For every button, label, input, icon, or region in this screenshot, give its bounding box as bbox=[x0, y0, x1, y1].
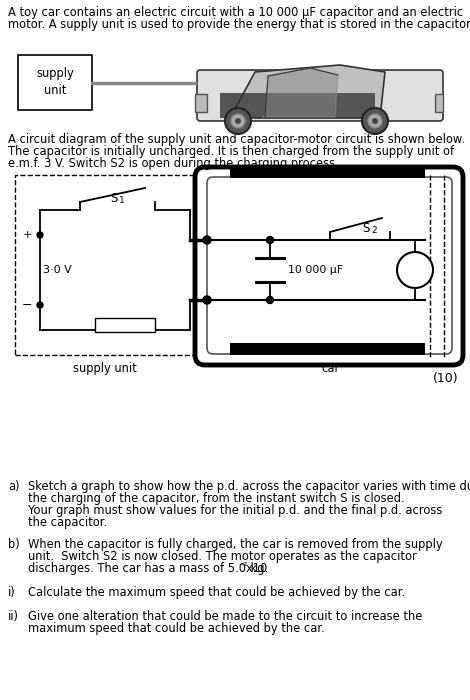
Bar bbox=[18, 55, 92, 110]
Text: a): a) bbox=[8, 480, 20, 493]
Text: 1: 1 bbox=[119, 196, 125, 205]
Text: discharges. The car has a mass of 5.0x10: discharges. The car has a mass of 5.0x10 bbox=[28, 562, 267, 575]
Text: Give one alteration that could be made to the circuit to increase the: Give one alteration that could be made t… bbox=[28, 610, 423, 623]
Circle shape bbox=[203, 296, 211, 304]
Text: unit.  Switch S2 is now closed. The motor operates as the capacitor: unit. Switch S2 is now closed. The motor… bbox=[28, 550, 417, 563]
Circle shape bbox=[368, 114, 382, 128]
Text: (10): (10) bbox=[432, 372, 458, 385]
Circle shape bbox=[235, 118, 241, 124]
Text: 2: 2 bbox=[371, 226, 376, 235]
Text: S: S bbox=[110, 192, 118, 205]
Text: S: S bbox=[362, 222, 369, 235]
Text: motor. A supply unit is used to provide the energy that is stored in the capacit: motor. A supply unit is used to provide … bbox=[8, 18, 470, 31]
Circle shape bbox=[362, 108, 388, 134]
Text: the capacitor.: the capacitor. bbox=[28, 516, 107, 529]
Text: e.m.f. 3 V. Switch S2 is open during the charging process.: e.m.f. 3 V. Switch S2 is open during the… bbox=[8, 157, 339, 170]
Bar bbox=[195, 94, 207, 112]
Text: the charging of the capacitor, from the instant switch S is closed.: the charging of the capacitor, from the … bbox=[28, 492, 405, 505]
Text: −: − bbox=[22, 298, 32, 312]
Bar bbox=[230, 166, 425, 178]
Text: ⁻²: ⁻² bbox=[238, 562, 247, 572]
Text: ii): ii) bbox=[8, 610, 19, 623]
Text: When the capacitor is fully charged, the car is removed from the supply: When the capacitor is fully charged, the… bbox=[28, 538, 443, 551]
Text: The capacitor is initially uncharged. It is then charged from the supply unit of: The capacitor is initially uncharged. It… bbox=[8, 145, 454, 158]
Text: M: M bbox=[409, 263, 421, 276]
Bar bbox=[435, 94, 443, 112]
FancyBboxPatch shape bbox=[197, 70, 443, 121]
Text: Your graph must show values for the initial p.d. and the final p.d. across: Your graph must show values for the init… bbox=[28, 504, 442, 517]
Circle shape bbox=[203, 236, 211, 244]
Text: maximum speed that could be achieved by the car.: maximum speed that could be achieved by … bbox=[28, 622, 325, 635]
Text: supply unit: supply unit bbox=[73, 362, 137, 375]
Text: i): i) bbox=[8, 586, 16, 599]
Text: Calculate the maximum speed that could be achieved by the car.: Calculate the maximum speed that could b… bbox=[28, 586, 405, 599]
Text: kg.: kg. bbox=[247, 562, 268, 575]
Text: 10 000 μF: 10 000 μF bbox=[288, 265, 343, 275]
Text: car: car bbox=[321, 362, 339, 375]
Text: b): b) bbox=[8, 538, 20, 551]
Circle shape bbox=[231, 114, 245, 128]
Circle shape bbox=[37, 232, 43, 238]
Bar bbox=[230, 343, 425, 355]
Circle shape bbox=[266, 237, 274, 244]
Circle shape bbox=[37, 302, 43, 308]
Text: 3·0 V: 3·0 V bbox=[43, 265, 72, 275]
Bar bbox=[220, 93, 375, 118]
FancyBboxPatch shape bbox=[195, 167, 463, 365]
Text: A circuit diagram of the supply unit and capacitor-motor circuit is shown below.: A circuit diagram of the supply unit and… bbox=[8, 133, 465, 146]
Circle shape bbox=[372, 118, 378, 124]
Text: supply
unit: supply unit bbox=[36, 67, 74, 97]
Text: +: + bbox=[23, 230, 32, 240]
Bar bbox=[15, 175, 195, 355]
Polygon shape bbox=[262, 68, 338, 117]
Circle shape bbox=[225, 108, 251, 134]
Text: Sketch a graph to show how the p.d. across the capacitor varies with time during: Sketch a graph to show how the p.d. acro… bbox=[28, 480, 470, 493]
Text: A toy car contains an electric circuit with a 10 000 μF capacitor and an electri: A toy car contains an electric circuit w… bbox=[8, 6, 463, 19]
Circle shape bbox=[266, 297, 274, 304]
Polygon shape bbox=[225, 65, 385, 118]
Circle shape bbox=[397, 252, 433, 288]
Bar bbox=[95, 318, 155, 332]
